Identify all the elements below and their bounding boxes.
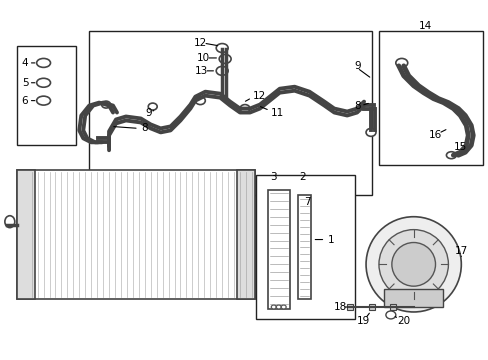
Text: 18: 18 [334,302,347,312]
Text: 19: 19 [356,316,369,326]
Text: 8: 8 [141,123,147,134]
Ellipse shape [216,44,228,53]
Ellipse shape [385,311,395,319]
Bar [368,304,374,310]
Text: 8: 8 [353,100,360,111]
Text: 1: 1 [326,234,333,244]
Text: 11: 11 [270,108,284,117]
Bar [237,170,254,299]
Bar [17,170,35,299]
Bar [17,170,254,299]
Bar [346,304,352,310]
Ellipse shape [240,105,249,113]
Text: 10: 10 [196,53,209,63]
Bar [255,175,354,319]
Text: 13: 13 [194,66,207,76]
Ellipse shape [276,305,281,309]
Text: 15: 15 [452,142,466,152]
Circle shape [366,217,460,312]
Ellipse shape [37,78,50,87]
Text: 16: 16 [427,130,441,140]
Circle shape [378,230,447,299]
Ellipse shape [148,103,157,110]
Ellipse shape [271,305,276,309]
Text: 3: 3 [269,172,276,182]
Ellipse shape [446,152,455,159]
Bar [378,31,482,165]
Text: 2: 2 [299,172,305,182]
Ellipse shape [5,216,15,228]
Ellipse shape [281,305,285,309]
Text: 6: 6 [21,96,28,105]
Bar [297,195,311,299]
Bar [389,304,395,310]
Circle shape [391,243,435,286]
Text: 12: 12 [193,38,206,48]
Bar [17,46,76,145]
Text: 17: 17 [453,247,467,256]
Bar [89,31,371,195]
Text: 14: 14 [418,21,431,31]
Text: 4: 4 [21,58,28,68]
Text: 7: 7 [304,197,310,207]
Ellipse shape [366,129,375,136]
Ellipse shape [102,101,110,108]
Ellipse shape [37,96,50,105]
Text: 12: 12 [252,91,265,101]
Ellipse shape [216,66,228,75]
Ellipse shape [395,58,407,67]
Text: 9: 9 [145,108,152,117]
Bar [267,190,289,309]
Text: 9: 9 [353,61,360,71]
Ellipse shape [37,58,50,67]
Text: 20: 20 [396,316,409,326]
Bar [383,289,443,307]
Ellipse shape [219,54,231,63]
Text: 5: 5 [21,78,28,88]
Ellipse shape [195,96,205,105]
